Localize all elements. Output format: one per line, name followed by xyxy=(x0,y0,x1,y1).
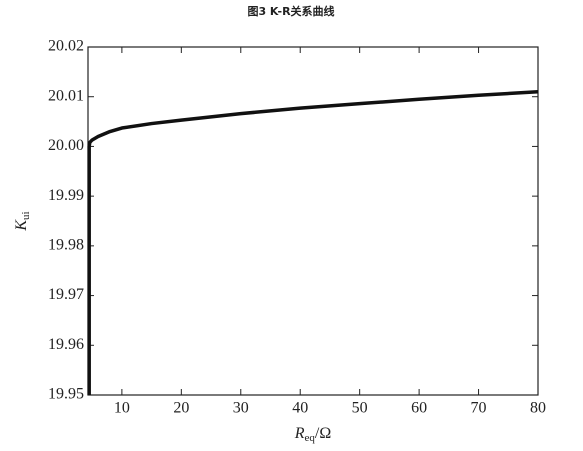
x-tick-label: 30 xyxy=(233,400,249,417)
chart-title: 图3 K-R关系曲线 xyxy=(247,4,334,18)
x-tick-label: 40 xyxy=(292,400,308,417)
x-tick-label: 70 xyxy=(471,400,487,417)
x-tick-label: 50 xyxy=(352,400,368,417)
x-label-symbol: R xyxy=(294,425,305,442)
x-tick-label: 20 xyxy=(173,400,189,417)
x-tick-label: 80 xyxy=(530,400,546,417)
y-axis-label: Kui xyxy=(13,211,32,231)
y-tick-label: 20.00 xyxy=(48,137,84,154)
y-tick-label: 19.99 xyxy=(48,187,84,204)
y-tick-label: 19.98 xyxy=(48,237,84,254)
y-tick-label: 19.97 xyxy=(48,286,84,303)
plot-frame xyxy=(87,46,539,396)
y-tick-label: 20.02 xyxy=(48,38,84,55)
y-label-symbol: K xyxy=(13,219,30,232)
x-label-subscript: eq xyxy=(305,432,316,444)
x-label-unit: /Ω xyxy=(315,425,331,442)
x-axis-label: Req/Ω xyxy=(294,425,332,444)
x-tick-label: 60 xyxy=(411,400,427,417)
y-tick-label: 19.95 xyxy=(48,386,84,403)
x-tick-label: 10 xyxy=(114,400,130,417)
y-tick-label: 19.96 xyxy=(48,336,84,353)
data-line xyxy=(87,89,539,395)
y-label-subscript: ui xyxy=(20,211,32,220)
y-tick-label: 20.01 xyxy=(48,87,84,104)
